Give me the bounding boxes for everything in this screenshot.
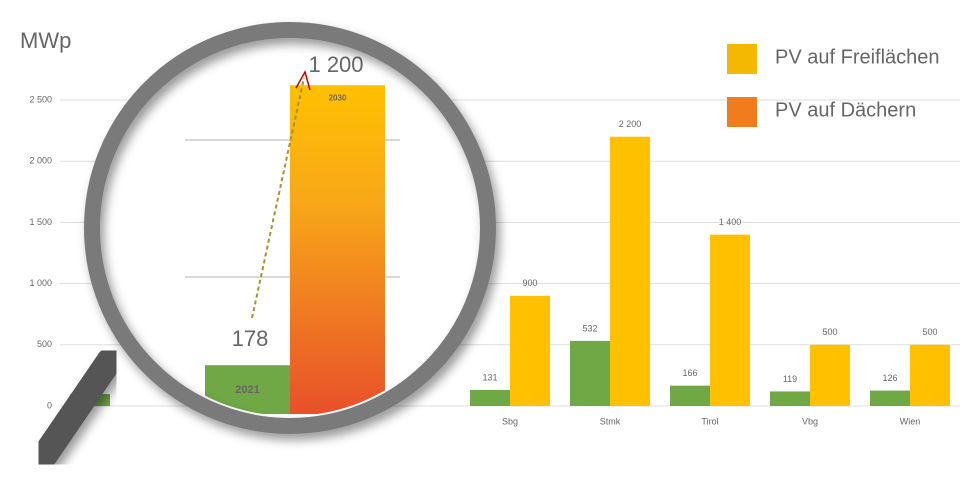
trend-arrow	[251, 77, 305, 319]
legend-label: PV auf Freiflächen	[775, 46, 940, 68]
bar	[710, 234, 750, 406]
bar	[470, 389, 510, 406]
data-label: 131	[482, 372, 497, 382]
bar	[570, 340, 610, 406]
y-tick-label: 0	[47, 400, 52, 410]
bar	[670, 385, 710, 406]
zoom-bar-label: 2021	[235, 384, 259, 396]
data-label: 2 200	[619, 119, 642, 129]
bar	[810, 344, 850, 406]
y-tick-label: 1 000	[29, 278, 52, 288]
zoom-bar-label: 2030	[329, 93, 347, 102]
arrow-head	[295, 70, 311, 91]
data-label: 500	[922, 327, 937, 337]
magnifier-ring	[84, 22, 496, 434]
bar	[510, 295, 550, 406]
x-tick-label: Vbg	[802, 416, 818, 426]
data-label: 532	[582, 323, 597, 333]
y-tick-label: 2 500	[29, 94, 52, 104]
data-label: 500	[822, 327, 837, 337]
bar	[610, 136, 650, 406]
y-tick-label: 1 500	[29, 217, 52, 227]
x-tick-label: Wien	[900, 416, 921, 426]
bar	[870, 390, 910, 406]
magnifier-handle	[32, 347, 123, 468]
data-label: 900	[522, 278, 537, 288]
zoom-value-label: 178	[232, 326, 269, 351]
data-label: 166	[682, 368, 697, 378]
x-tick-label: Sbg	[502, 416, 518, 426]
y-tick-label: 2 000	[29, 156, 52, 166]
y-tick-label: 500	[37, 339, 52, 349]
bar	[910, 344, 950, 406]
data-label: 1 400	[719, 217, 742, 227]
data-label: 119	[783, 374, 797, 384]
zoom-bar	[290, 85, 385, 414]
zoom-value-label: 1 200	[308, 52, 363, 77]
legend-label: PV auf Dächern	[775, 99, 916, 121]
legend-swatch	[727, 97, 757, 127]
x-tick-label: Stmk	[600, 416, 621, 426]
legend-swatch	[727, 44, 757, 74]
y-axis-label: MWp	[20, 28, 71, 53]
bar	[770, 391, 810, 406]
data-label: 126	[882, 373, 897, 383]
x-tick-label: Tirol	[701, 416, 718, 426]
